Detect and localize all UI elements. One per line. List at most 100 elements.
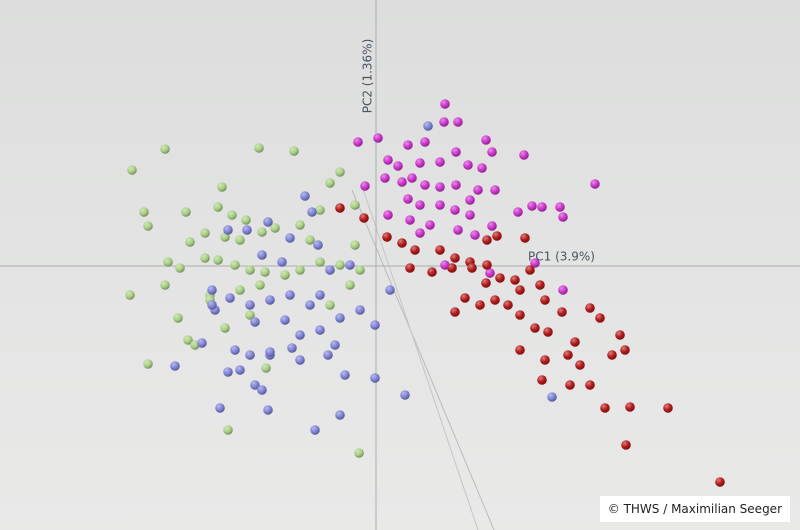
point [565,380,575,390]
point [325,300,335,310]
point [385,285,395,295]
point [453,117,463,127]
point [535,280,545,290]
point [515,345,525,355]
point [265,295,275,305]
point [485,268,495,278]
point [323,350,333,360]
point [245,350,255,360]
point [355,265,365,275]
point [207,285,217,295]
point [447,263,457,273]
point [525,265,535,275]
point [547,392,557,402]
point [185,237,195,247]
point [440,99,450,109]
point [285,290,295,300]
point [250,380,260,390]
point [340,370,350,380]
point [435,157,445,167]
point [423,121,433,131]
point [382,232,392,242]
point [235,365,245,375]
point [420,180,430,190]
point [245,300,255,310]
point [405,263,415,273]
point [287,343,297,353]
point [315,257,325,267]
point [373,133,383,143]
point [335,260,345,270]
point [139,207,149,217]
point [300,191,310,201]
point [307,207,317,217]
point [397,177,407,187]
point [487,147,497,157]
point [310,425,320,435]
point [163,257,173,267]
point [255,280,265,290]
point [537,375,547,385]
depth-axis [351,189,495,530]
point [263,217,273,227]
point [451,180,461,190]
point [223,425,233,435]
point [175,263,185,273]
point [325,178,335,188]
point [482,260,492,270]
point [370,373,380,383]
point [585,380,595,390]
point [481,135,491,145]
point [557,307,567,317]
point [519,150,529,160]
point [160,144,170,154]
point [515,285,525,295]
point [315,325,325,335]
point [435,182,445,192]
point [289,146,299,156]
point [481,278,491,288]
point [383,155,393,165]
point [555,202,565,212]
point [250,317,260,327]
point [295,330,305,340]
point [280,315,290,325]
point [490,185,500,195]
point [405,215,415,225]
point [223,367,233,377]
point [245,310,255,320]
point [463,160,473,170]
point [460,293,470,303]
point [280,270,290,280]
point [315,205,325,215]
point [127,165,137,175]
point [465,210,475,220]
point [407,173,417,183]
point [527,201,537,211]
point [620,345,630,355]
point [207,300,217,310]
point [263,405,273,415]
point [540,355,550,365]
point [473,185,483,195]
point [295,220,305,230]
point [503,300,513,310]
point [410,245,420,255]
point [313,240,323,250]
point [354,448,364,458]
point [335,203,345,213]
point [492,231,502,241]
point [265,347,275,357]
point [335,313,345,323]
point [227,210,237,220]
point [427,267,437,277]
point [530,323,540,333]
point [181,207,191,217]
point [451,147,461,157]
point [295,265,305,275]
point [450,205,460,215]
depth-axis [361,185,479,530]
point [570,337,580,347]
point [403,140,413,150]
point [305,235,315,245]
